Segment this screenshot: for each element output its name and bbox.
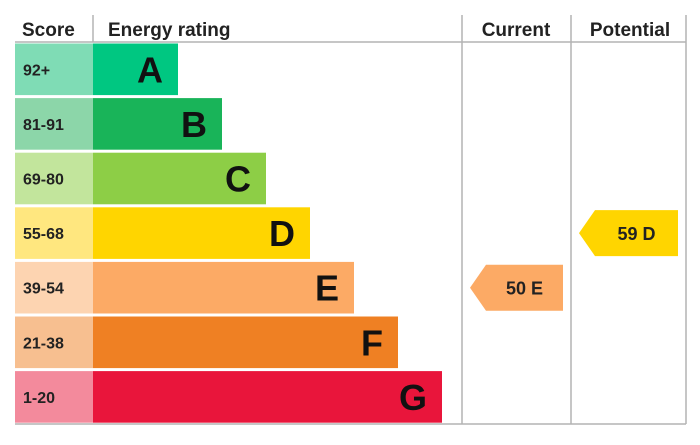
score-header: Score [22, 20, 75, 41]
current-header: Current [482, 20, 551, 41]
band-e: 39-54 E [15, 261, 354, 314]
potential-header: Potential [590, 20, 670, 41]
rating-bar-f [93, 316, 398, 369]
rating-indicators: 50 E 59 D [470, 210, 678, 311]
score-label-g: 1-20 [23, 390, 55, 407]
rating-letter-d: D [269, 213, 295, 254]
score-label-d: 55-68 [23, 226, 64, 243]
rating-letter-e: E [315, 268, 339, 309]
score-cell-g [15, 371, 93, 423]
current-rating-indicator: 50 E [470, 264, 563, 311]
score-cell-d [15, 207, 93, 259]
header-row: Score Energy rating Current Potential [22, 20, 670, 41]
current-rating-arrow [470, 264, 563, 311]
rating-bar-d [93, 207, 310, 259]
score-cell-a [15, 43, 93, 96]
band-a: 92+ A [15, 43, 178, 96]
energy-rating-header: Energy rating [108, 20, 230, 41]
rating-letter-b: B [181, 104, 207, 145]
rating-bar-b [93, 98, 222, 150]
rating-bar-g [93, 371, 442, 423]
score-label-b: 81-91 [23, 117, 64, 134]
band-c: 69-80 C [15, 152, 266, 205]
score-label-f: 21-38 [23, 335, 64, 352]
rating-letter-a: A [137, 49, 163, 90]
band-f: 21-38 F [15, 316, 398, 369]
rating-bands: 92+ A 81-91 B 69-80 C 55-68 D 39-54 E 21-38 F 1-20 G [15, 43, 442, 423]
band-d: 55-68 D [15, 207, 310, 259]
rating-letter-f: F [361, 322, 383, 363]
score-cell-e [15, 261, 93, 314]
rating-bar-e [93, 261, 354, 314]
current-rating-label: 50 E [506, 279, 543, 299]
potential-rating-indicator: 59 D [579, 210, 678, 257]
score-label-e: 39-54 [23, 281, 64, 298]
score-label-c: 69-80 [23, 172, 64, 189]
score-cell-f [15, 316, 93, 369]
table-frame [15, 15, 687, 425]
rating-letter-g: G [399, 377, 427, 418]
potential-rating-label: 59 D [617, 224, 655, 244]
rating-letter-c: C [225, 159, 251, 200]
score-cell-b [15, 98, 93, 150]
score-label-a: 92+ [23, 62, 50, 79]
rating-bar-c [93, 152, 266, 205]
score-cell-c [15, 152, 93, 205]
band-b: 81-91 B [15, 98, 222, 150]
band-g: 1-20 G [15, 371, 442, 423]
rating-bar-a [93, 43, 178, 96]
potential-rating-arrow [579, 210, 678, 257]
